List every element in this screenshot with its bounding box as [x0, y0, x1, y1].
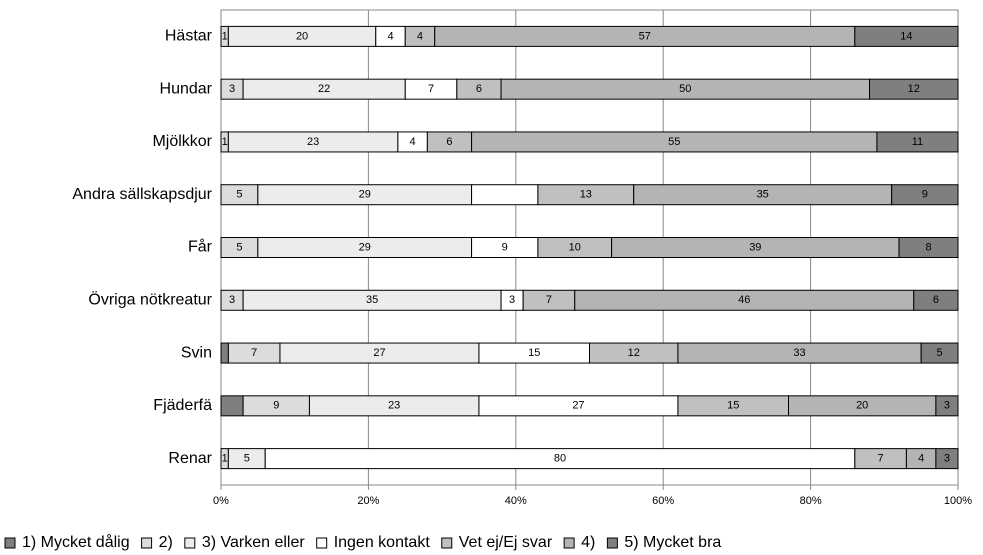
category-label: Mjölkkor	[152, 133, 212, 150]
data-label: 1	[222, 453, 228, 465]
data-label: 27	[373, 347, 385, 359]
data-label: 7	[428, 83, 434, 95]
bar-segment	[898, 237, 959, 258]
data-label: 22	[318, 83, 330, 95]
data-label: 6	[933, 294, 939, 306]
data-label: 5	[236, 189, 242, 201]
category-label: Renar	[168, 450, 212, 467]
data-label: 57	[639, 30, 651, 42]
category-label: Hästar	[165, 28, 213, 45]
data-label: 11	[912, 136, 923, 148]
x-tick-label: 100%	[944, 495, 972, 507]
data-label: 55	[668, 136, 680, 148]
bar-segment	[220, 342, 229, 364]
legend-swatch	[141, 537, 153, 549]
x-tick-label: 80%	[800, 495, 822, 507]
data-label: 9	[502, 241, 508, 253]
data-label: 27	[572, 400, 584, 412]
x-tick-label: 40%	[505, 495, 527, 507]
category-label: Får	[188, 238, 213, 256]
data-label: 35	[757, 189, 769, 201]
bar-segment	[935, 448, 959, 470]
data-label: 13	[580, 189, 592, 201]
legend-swatch	[316, 537, 328, 549]
legend-label: 3) Varken eller	[202, 534, 306, 551]
data-label: 15	[727, 400, 739, 412]
data-label: 3	[944, 453, 950, 465]
data-label: 7	[878, 453, 884, 465]
data-label: 5	[937, 347, 943, 359]
bar-segment	[854, 25, 959, 47]
data-label: 6	[476, 83, 482, 95]
data-label: 4	[918, 453, 924, 465]
legend-swatch	[606, 537, 618, 549]
data-label: 4	[410, 136, 416, 148]
bar-segment	[920, 342, 959, 364]
data-label: 1	[222, 30, 228, 42]
bar-segment	[935, 395, 959, 417]
data-label: 23	[388, 400, 400, 412]
category-label: Andra sällskapsdjur	[72, 186, 212, 203]
data-label: 3	[229, 294, 235, 306]
bar-segment	[891, 184, 959, 206]
data-label: 10	[569, 241, 581, 253]
data-label: 7	[546, 294, 552, 306]
data-label: 12	[628, 347, 640, 359]
bar-segment	[869, 78, 959, 100]
category-label: Övriga nötkreatur	[88, 290, 212, 308]
data-label: 80	[554, 453, 566, 465]
bar-segment	[471, 184, 539, 206]
category-label: Fjäderfä	[153, 397, 212, 414]
legend-swatch	[563, 537, 575, 549]
data-label: 1	[222, 136, 228, 148]
data-label: 3	[944, 400, 950, 412]
data-label: 4	[387, 30, 393, 42]
data-label: 15	[528, 347, 540, 359]
x-tick-label: 60%	[652, 495, 674, 507]
legend-label: 1) Mycket dålig	[22, 533, 130, 551]
legend-label: 2)	[159, 534, 173, 551]
data-label: 46	[738, 294, 750, 306]
legend-label: Ingen kontakt	[334, 534, 431, 551]
data-label: 50	[679, 83, 691, 95]
bar-segment	[876, 131, 959, 153]
data-label: 5	[244, 453, 250, 465]
data-label: 9	[273, 400, 279, 412]
x-tick-label: 20%	[357, 495, 379, 507]
data-label: 39	[749, 241, 761, 253]
data-label: 20	[856, 400, 868, 412]
legend-swatch	[184, 537, 196, 549]
data-label: 29	[359, 189, 371, 201]
x-tick-label: 0%	[213, 495, 229, 507]
data-label: 35	[366, 294, 378, 306]
data-label: 6	[446, 136, 452, 148]
category-label: Hundar	[160, 80, 213, 97]
category-label: Svin	[181, 344, 212, 361]
data-label: 14	[900, 30, 912, 42]
legend-swatch	[4, 537, 16, 549]
data-label: 8	[925, 241, 931, 253]
data-label: 4	[417, 30, 423, 42]
legend-swatch	[441, 537, 453, 549]
data-label: 9	[922, 189, 928, 201]
bar-segment	[913, 289, 959, 311]
data-label: 20	[296, 30, 308, 42]
data-label: 33	[793, 347, 805, 359]
data-label: 12	[908, 83, 920, 95]
data-label: 29	[359, 241, 371, 253]
data-label: 7	[251, 347, 257, 359]
legend-label: 4)	[581, 534, 595, 551]
data-label: 23	[307, 136, 319, 148]
bar-segment	[220, 395, 244, 417]
data-label: 3	[229, 83, 235, 95]
legend-label: Vet ej/Ej svar	[459, 534, 553, 551]
data-label: 3	[509, 294, 515, 306]
legend-label: 5) Mycket bra	[624, 534, 721, 551]
data-label: 5	[236, 241, 242, 253]
